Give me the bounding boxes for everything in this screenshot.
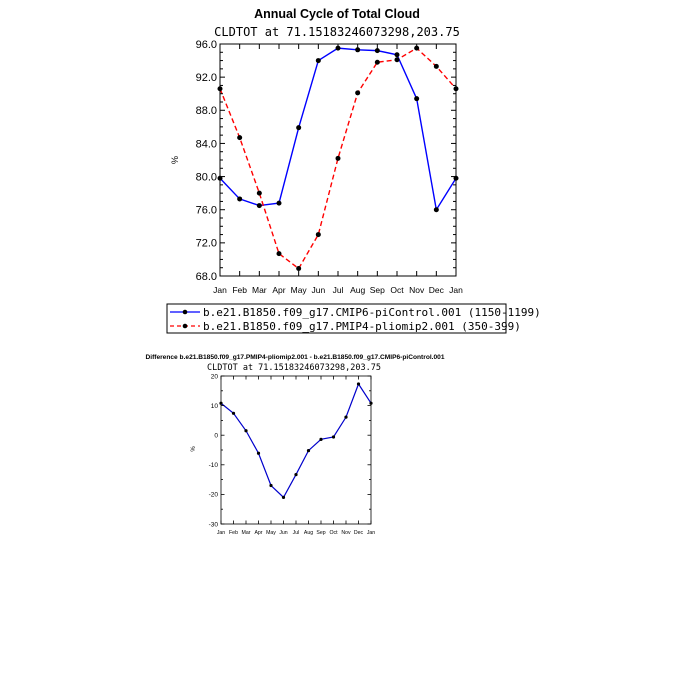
data-point [433, 63, 439, 69]
x-tick-label: Dec [354, 530, 364, 536]
diff-plot-frame [220, 375, 372, 525]
chart-subtitle: CLDTOT at 71.15183246073298,203.75 [214, 25, 460, 39]
y-tick-label: 76.0 [196, 205, 217, 217]
y-tick-label: 96.0 [196, 39, 217, 51]
chart-title: Annual Cycle of Total Cloud [254, 7, 420, 21]
x-tick-label: Jan [217, 530, 225, 536]
difference-chart: Difference b.e21.B1850.f09_g17.PMIP4-pli… [145, 354, 444, 536]
y-tick-label: 10 [211, 403, 219, 410]
plot-frame [219, 43, 457, 277]
annual-cycle-chart: Annual Cycle of Total Cloud CLDTOT at 71… [170, 7, 463, 295]
data-point [394, 52, 400, 58]
x-tick-label: Dec [429, 285, 445, 295]
data-point [335, 155, 341, 161]
data-point [315, 232, 321, 238]
x-tick-label: Apr [254, 530, 262, 536]
data-point [237, 135, 243, 141]
data-point [256, 190, 262, 196]
x-tick-label: Jan [213, 285, 227, 295]
data-point [433, 207, 439, 213]
legend-frame [166, 303, 507, 334]
legend-label-pliomip: b.e21.B1850.f09_g17.PMIP4-pliomip2.001 (… [203, 320, 521, 333]
x-tick-label: Jun [311, 285, 325, 295]
legend: b.e21.B1850.f09_g17.CMIP6-piControl.001 … [166, 303, 541, 334]
diff-y-axis-label: % [191, 446, 197, 452]
x-tick-label: Jan [367, 530, 375, 536]
y-tick-label: -20 [209, 492, 219, 499]
data-point [276, 200, 282, 206]
data-point [374, 48, 380, 54]
y-tick-label: -10 [209, 462, 219, 469]
legend-marker-control [182, 309, 188, 315]
data-point [319, 437, 323, 441]
x-tick-label: Feb [232, 285, 247, 295]
data-point [296, 125, 302, 131]
data-point [355, 47, 361, 53]
data-point [344, 415, 348, 419]
data-point [374, 59, 380, 65]
x-tick-label: Feb [229, 530, 238, 536]
y-tick-label: 92.0 [196, 72, 217, 84]
y-tick-label: 20 [211, 373, 219, 380]
data-point [231, 411, 236, 415]
x-tick-label: Mar [242, 530, 251, 536]
x-tick-label: May [266, 530, 276, 536]
data-point [281, 495, 286, 499]
y-tick-label: 68.0 [196, 271, 217, 283]
x-tick-label: May [291, 285, 308, 295]
y-tick-label: 80.0 [196, 171, 217, 183]
y-tick-label: 88.0 [196, 105, 217, 117]
x-tick-label: Sep [316, 530, 325, 536]
data-point [331, 435, 336, 439]
data-point [355, 90, 361, 96]
diff-chart-subtitle: CLDTOT at 71.15183246073298,203.75 [207, 363, 381, 373]
x-tick-label: Jun [279, 530, 287, 536]
data-point [414, 96, 420, 102]
x-tick-label: Jan [449, 285, 463, 295]
data-point [237, 196, 243, 202]
data-point [294, 472, 298, 477]
x-tick-label: Jul [333, 285, 344, 295]
x-tick-label: Aug [304, 530, 313, 536]
y-tick-label: -30 [209, 521, 219, 528]
data-point [394, 57, 400, 63]
data-point [306, 448, 311, 453]
data-point [315, 58, 321, 64]
data-point [296, 266, 302, 272]
x-tick-label: Sep [370, 285, 385, 295]
y-tick-label: 84.0 [196, 138, 217, 150]
diff-chart-title: Difference b.e21.B1850.f09_g17.PMIP4-pli… [145, 354, 444, 361]
x-tick-label: Aug [350, 285, 365, 295]
x-tick-label: Oct [390, 285, 404, 295]
y-tick-label: 72.0 [196, 238, 217, 250]
series-line-0 [220, 382, 372, 499]
y-axis-label: % [170, 156, 180, 164]
series-line-0 [219, 47, 457, 212]
data-point [269, 483, 273, 488]
x-tick-label: Oct [329, 530, 338, 536]
data-point [256, 203, 262, 209]
data-point [356, 382, 361, 386]
data-point [276, 251, 282, 257]
x-tick-label: Apr [272, 285, 285, 295]
x-tick-label: Mar [252, 285, 267, 295]
y-tick-label: 0 [214, 432, 218, 439]
data-point [244, 429, 248, 433]
x-tick-label: Nov [409, 285, 425, 295]
legend-marker-pliomip [182, 323, 188, 329]
x-tick-label: Nov [341, 530, 351, 536]
legend-label-control: b.e21.B1850.f09_g17.CMIP6-piControl.001 … [203, 306, 541, 319]
x-tick-label: Jul [293, 530, 300, 536]
data-point [256, 451, 261, 455]
